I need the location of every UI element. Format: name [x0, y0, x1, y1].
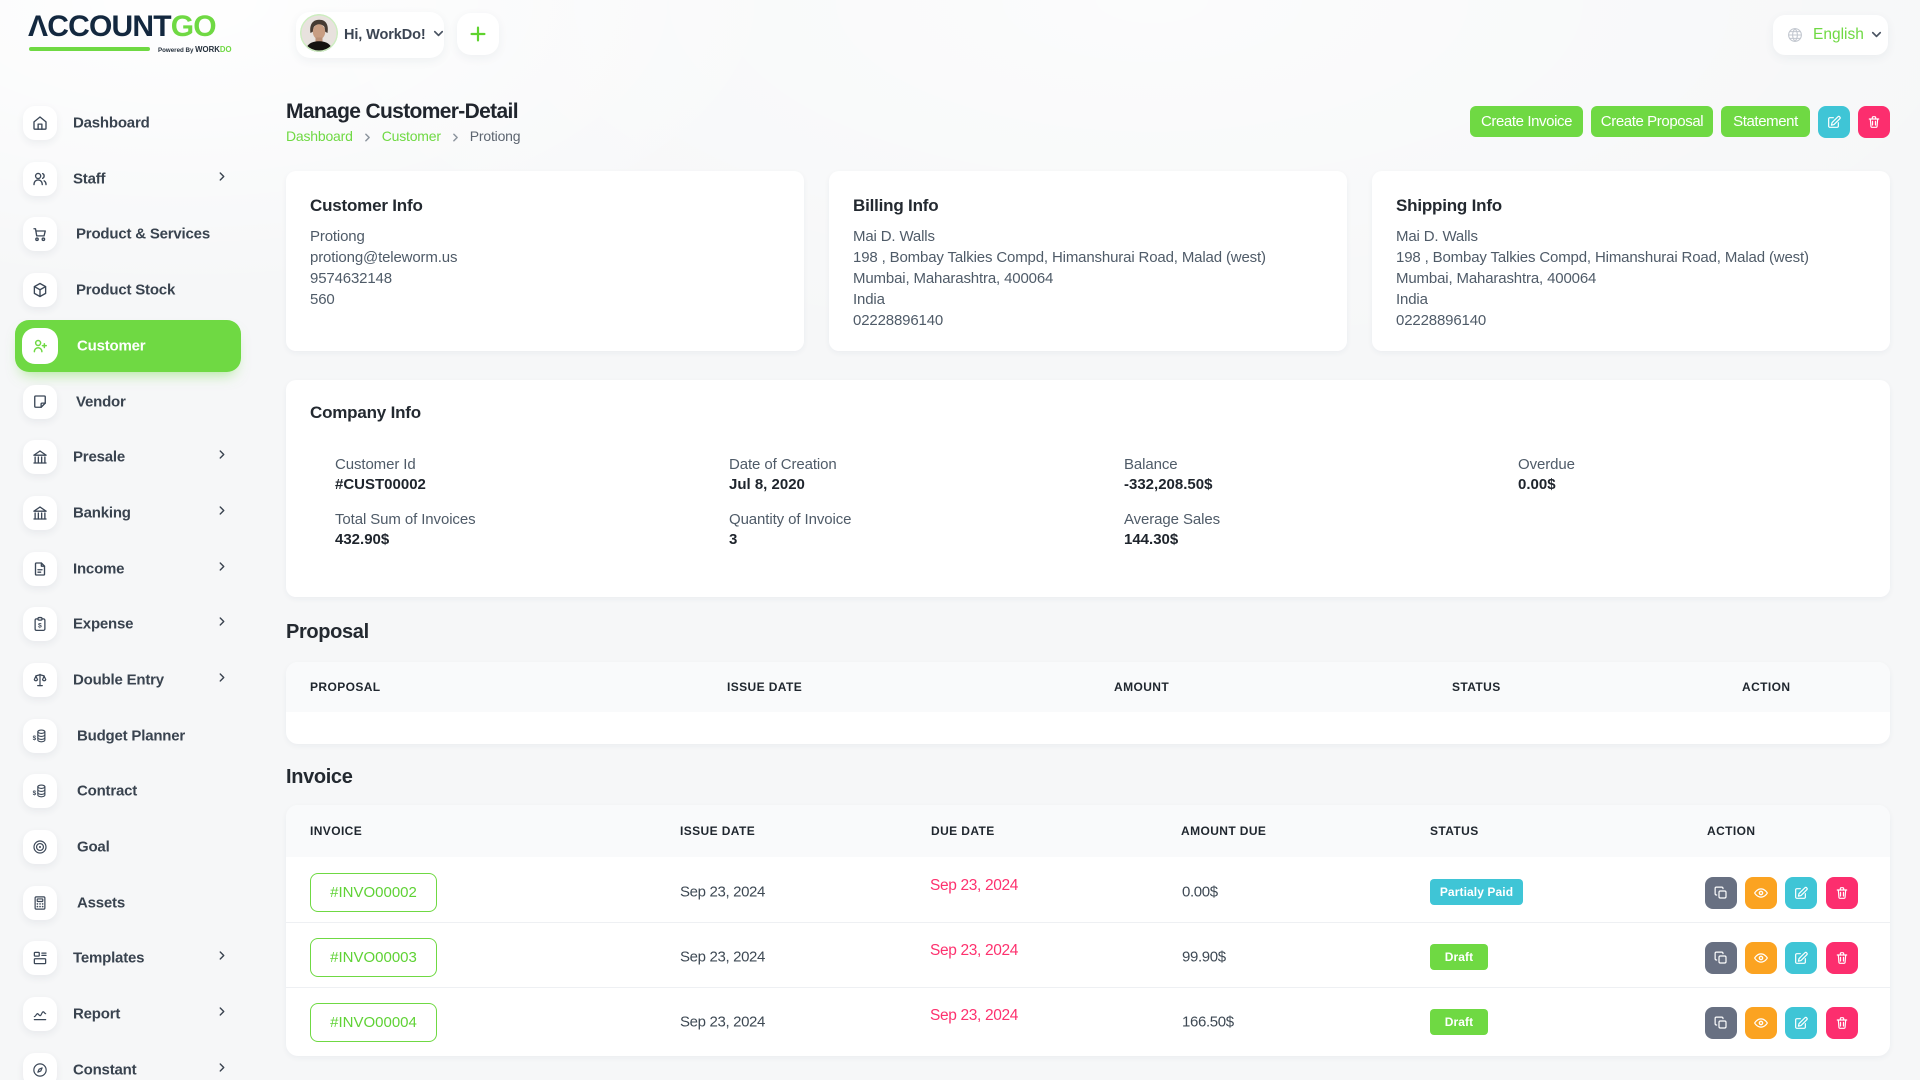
svg-text:$: $: [33, 790, 37, 797]
svg-text:$: $: [33, 735, 37, 742]
svg-text:$: $: [38, 622, 42, 629]
